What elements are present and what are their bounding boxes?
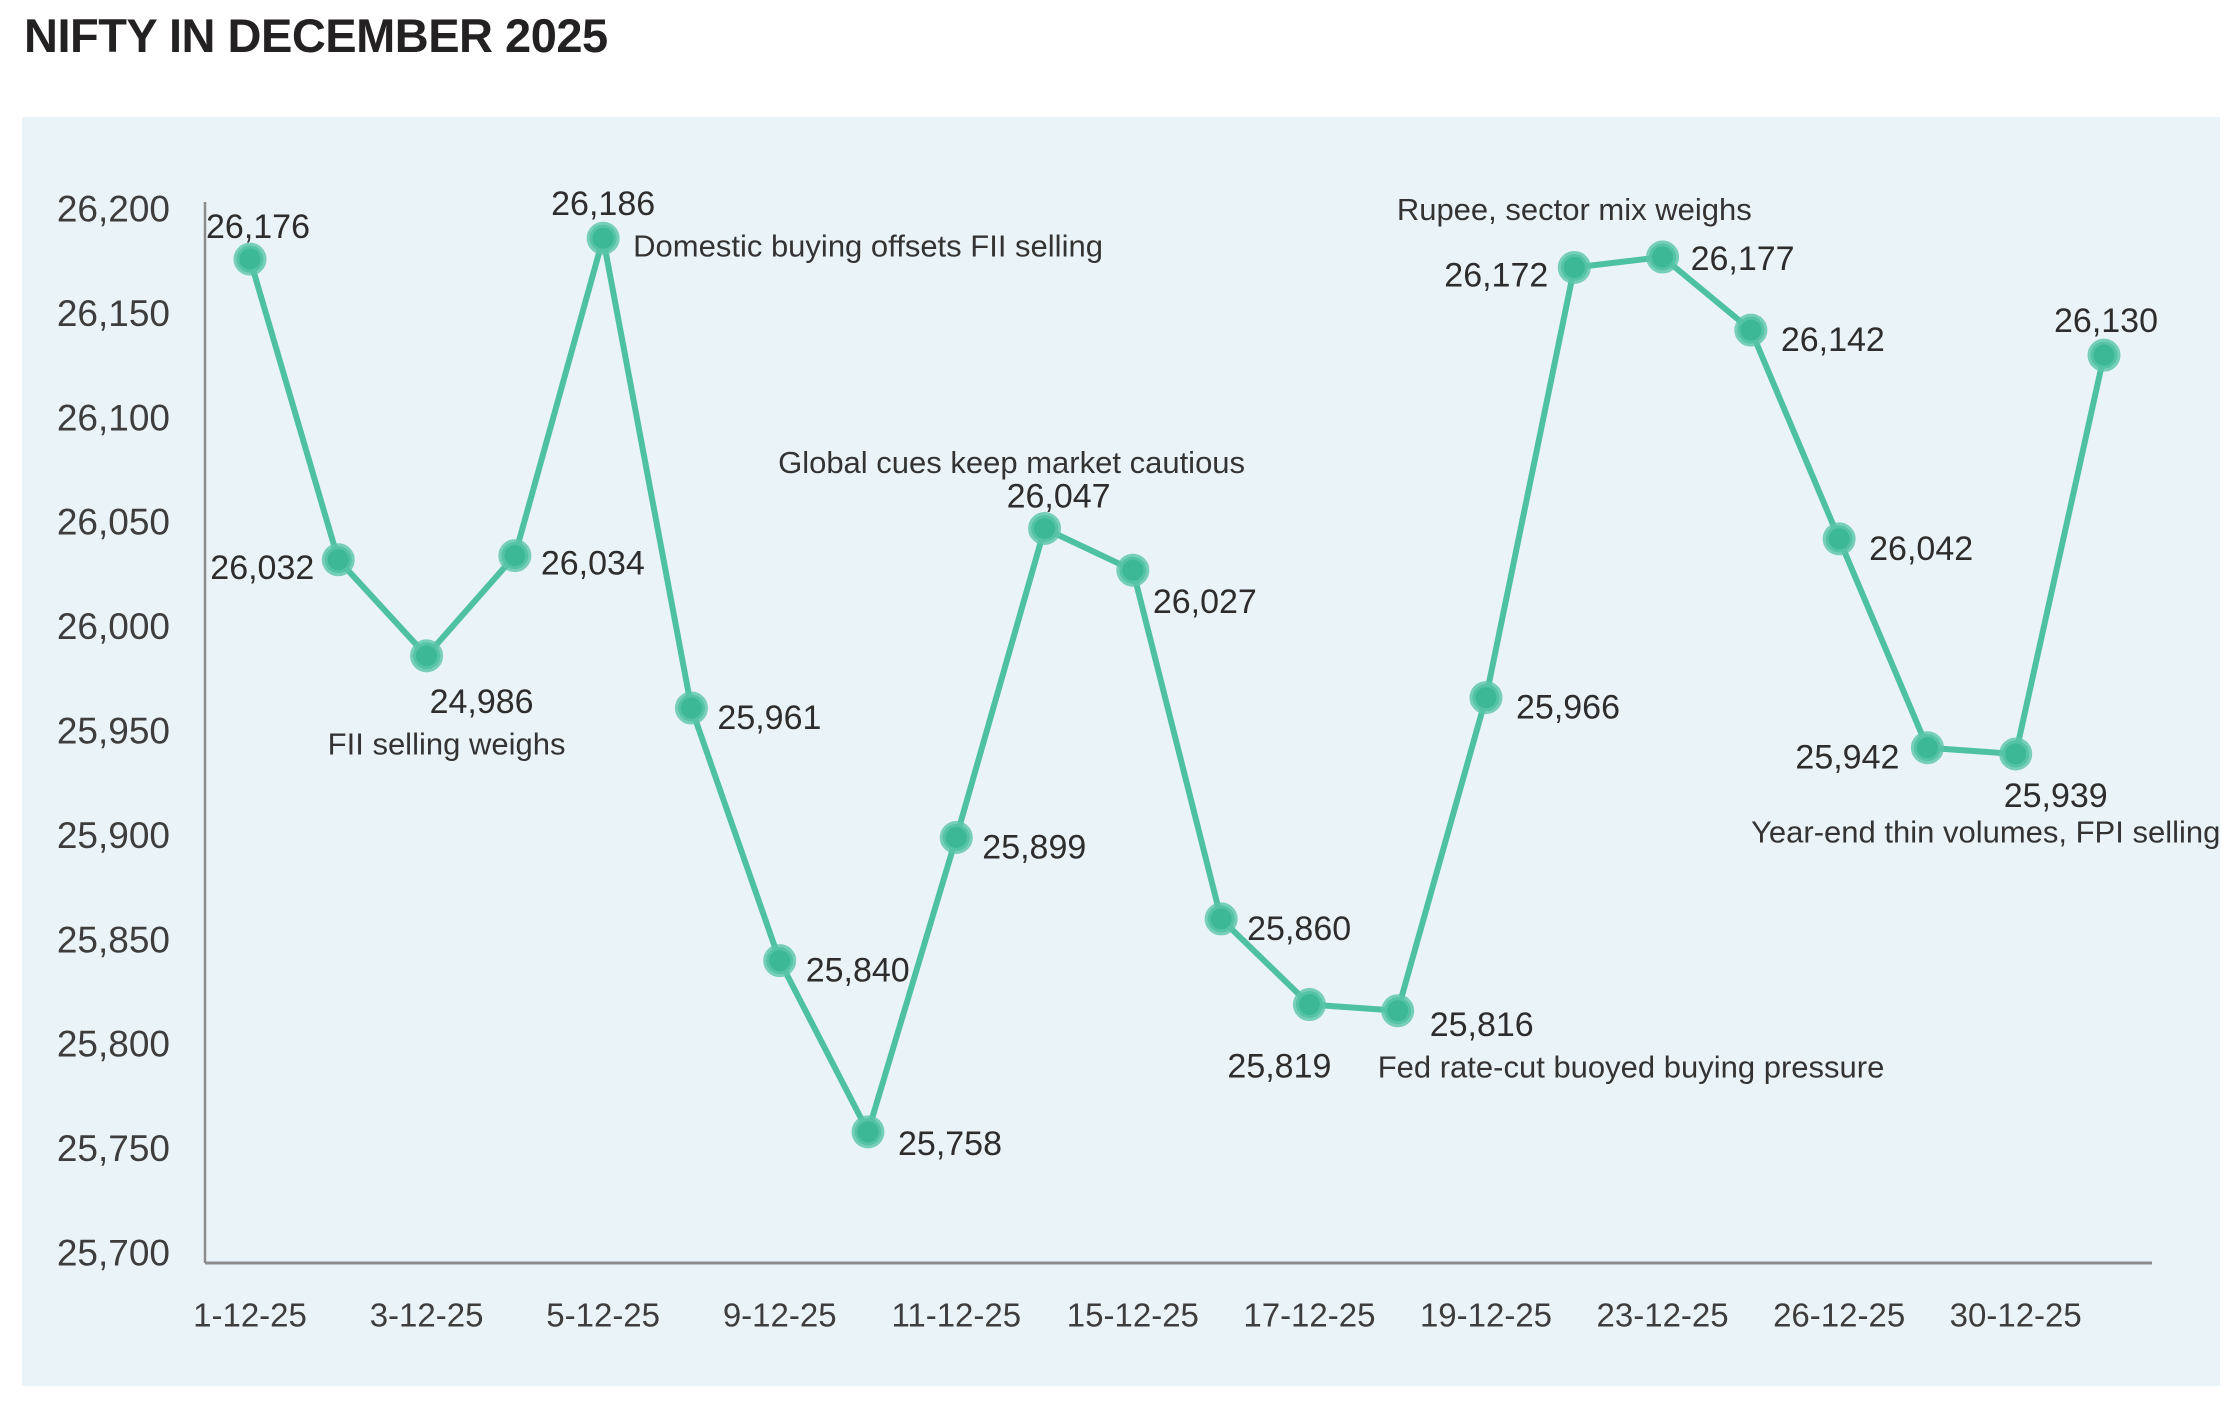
data-point-label: 24,986 <box>430 683 534 721</box>
data-point-label: 26,130 <box>2054 302 2158 340</box>
series-line <box>247 235 2107 1135</box>
x-axis-label: 11-12-25 <box>891 1297 1021 1334</box>
y-axis-label: 25,800 <box>57 1024 170 1065</box>
data-point-marker <box>1557 250 1591 284</box>
x-axis-label: 30-12-25 <box>1950 1297 2082 1334</box>
chart-annotation: Fed rate-cut buoyed buying pressure <box>1378 1049 1885 1084</box>
y-axis-label: 25,950 <box>57 711 170 752</box>
data-point-label: 26,047 <box>1007 477 1111 515</box>
data-point-label: 25,758 <box>898 1125 1002 1163</box>
y-axis-label: 25,700 <box>57 1233 170 1274</box>
data-point-label: 26,176 <box>206 208 310 246</box>
data-point-marker <box>763 944 797 978</box>
data-point-label: 25,860 <box>1247 910 1351 948</box>
data-point-marker <box>1469 681 1503 715</box>
y-axis-label: 26,200 <box>57 189 170 230</box>
data-point-label: 26,042 <box>1869 530 1973 568</box>
data-point-label: 25,840 <box>806 952 910 990</box>
data-point-label: 26,034 <box>541 545 645 583</box>
data-point-marker <box>1734 313 1768 347</box>
chart-panel: 26,200 26,150 26,100 26,050 26,000 25,950 25,9… <box>22 117 2220 1386</box>
data-point-marker <box>1116 553 1150 587</box>
data-point-marker <box>1999 737 2033 771</box>
x-axis-label: 9-12-25 <box>723 1297 837 1334</box>
data-point-marker <box>1028 511 1062 545</box>
y-axis-label: 26,150 <box>57 293 170 334</box>
data-point-marker <box>2087 338 2121 372</box>
data-point-marker <box>1646 240 1680 274</box>
data-point-label: 25,819 <box>1227 1048 1331 1086</box>
data-point-label: 26,032 <box>210 549 314 587</box>
y-axis-label: 26,000 <box>57 606 170 647</box>
nifty-line-chart: 26,200 26,150 26,100 26,050 26,000 25,950 25,9… <box>57 185 2220 1334</box>
y-axis-label: 25,750 <box>57 1128 170 1169</box>
data-point-label: 26,172 <box>1444 256 1548 294</box>
x-axis-label: 3-12-25 <box>370 1297 484 1334</box>
data-point-marker <box>1381 994 1415 1028</box>
chart-annotation: Rupee, sector mix weighs <box>1397 192 1752 227</box>
x-axis-label: 19-12-25 <box>1420 1297 1552 1334</box>
page-title: NIFTY IN DECEMBER 2025 <box>24 9 608 62</box>
data-point-marker <box>1292 988 1326 1022</box>
x-axis-label: 17-12-25 <box>1243 1297 1375 1334</box>
x-axis-label: 26-12-25 <box>1773 1297 1905 1334</box>
y-axis-label: 26,050 <box>57 502 170 543</box>
chart-annotation: Domestic buying offsets FII selling <box>633 229 1103 264</box>
data-point-label: 26,027 <box>1153 583 1257 621</box>
chart-annotation: FII selling weighs <box>328 726 566 761</box>
data-point-label: 25,899 <box>982 828 1086 866</box>
data-point-label: 25,961 <box>717 699 821 737</box>
data-point-marker <box>321 543 355 577</box>
x-axis-label: 15-12-25 <box>1067 1297 1199 1334</box>
x-axis-label: 1-12-25 <box>193 1297 307 1334</box>
data-point-marker <box>674 691 708 725</box>
data-point-marker <box>233 242 267 276</box>
data-point-label: 25,966 <box>1516 689 1620 727</box>
data-point-label: 25,816 <box>1430 1006 1534 1044</box>
y-axis-label: 25,900 <box>57 815 170 856</box>
chart-annotation: Year-end thin volumes, FPI selling <box>1751 814 2220 849</box>
chart-annotation: Global cues keep market cautious <box>778 445 1245 480</box>
data-point-label: 26,142 <box>1781 321 1885 359</box>
y-axis-label: 26,100 <box>57 397 170 438</box>
data-point-marker <box>498 539 532 573</box>
data-point-label: 26,177 <box>1691 240 1795 278</box>
data-point-label: 25,942 <box>1795 739 1899 777</box>
y-axis-label: 25,850 <box>57 919 170 960</box>
data-point-marker <box>851 1115 885 1149</box>
x-axis-label: 23-12-25 <box>1597 1297 1729 1334</box>
data-point-label: 25,939 <box>2004 777 2108 815</box>
x-axis-label: 5-12-25 <box>546 1297 660 1334</box>
data-point-marker <box>1204 902 1238 936</box>
data-point-label: 26,186 <box>551 185 655 223</box>
data-point-marker <box>1822 522 1856 556</box>
data-point-marker <box>410 639 444 673</box>
data-point-marker <box>586 221 620 255</box>
data-point-marker <box>1910 731 1944 765</box>
data-point-marker <box>939 820 973 854</box>
